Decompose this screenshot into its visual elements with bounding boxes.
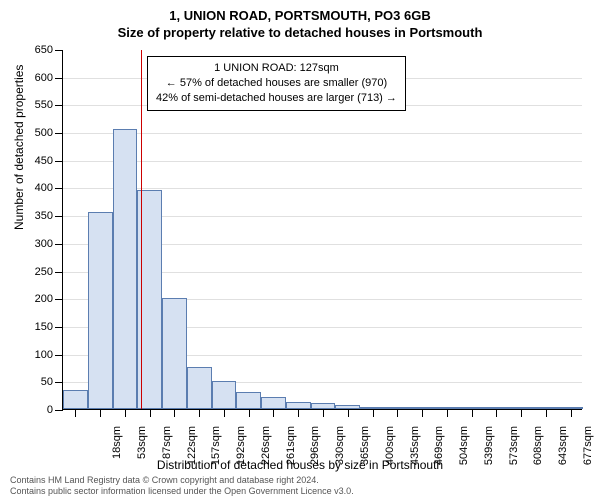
x-tick	[199, 409, 200, 417]
x-tick	[273, 409, 274, 417]
histogram-bar	[261, 397, 286, 409]
y-tick	[55, 244, 63, 245]
y-tick	[55, 272, 63, 273]
histogram-bar	[88, 212, 113, 409]
y-tick	[55, 410, 63, 411]
y-tick	[55, 382, 63, 383]
y-tick	[55, 299, 63, 300]
y-tick-label: 300	[35, 238, 53, 250]
x-tick	[422, 409, 423, 417]
x-tick	[521, 409, 522, 417]
histogram-bar	[236, 392, 261, 409]
x-tick	[298, 409, 299, 417]
chart-container: 1, UNION ROAD, PORTSMOUTH, PO3 6GB Size …	[0, 0, 600, 500]
x-tick	[496, 409, 497, 417]
y-tick-label: 100	[35, 349, 53, 361]
y-tick	[55, 327, 63, 328]
x-tick	[125, 409, 126, 417]
x-tick	[75, 409, 76, 417]
y-tick-label: 0	[47, 404, 53, 416]
y-tick	[55, 78, 63, 79]
x-tick	[373, 409, 374, 417]
footer-line2: Contains public sector information licen…	[10, 486, 354, 497]
annotation-line: 1 UNION ROAD: 127sqm	[156, 61, 397, 76]
y-tick-label: 650	[35, 44, 53, 56]
y-tick-label: 250	[35, 266, 53, 278]
x-tick	[249, 409, 250, 417]
histogram-bar	[286, 402, 311, 409]
x-tick	[174, 409, 175, 417]
footer-text: Contains HM Land Registry data © Crown c…	[10, 475, 354, 497]
y-tick	[55, 50, 63, 51]
x-tick	[472, 409, 473, 417]
x-tick	[571, 409, 572, 417]
y-tick	[55, 105, 63, 106]
histogram-bar	[63, 390, 88, 409]
histogram-bar	[162, 298, 187, 409]
y-tick	[55, 133, 63, 134]
histogram-bar	[113, 129, 138, 409]
x-tick	[348, 409, 349, 417]
footer-line1: Contains HM Land Registry data © Crown c…	[10, 475, 354, 486]
x-axis-title: Distribution of detached houses by size …	[0, 458, 600, 472]
y-tick-label: 600	[35, 72, 53, 84]
plot-area: 0501001502002503003504004505005506006501…	[62, 50, 582, 410]
y-tick	[55, 161, 63, 162]
y-tick-label: 400	[35, 182, 53, 194]
y-tick-label: 150	[35, 321, 53, 333]
x-tick	[150, 409, 151, 417]
y-axis-title: Number of detached properties	[12, 65, 26, 230]
annotation-line: ← 57% of detached houses are smaller (97…	[156, 76, 397, 91]
x-tick	[224, 409, 225, 417]
chart-subtitle: Size of property relative to detached ho…	[0, 23, 600, 40]
y-tick	[55, 355, 63, 356]
y-tick	[55, 188, 63, 189]
y-tick-label: 550	[35, 99, 53, 111]
y-tick-label: 450	[35, 155, 53, 167]
histogram-bar	[187, 367, 212, 409]
y-tick-label: 50	[41, 376, 53, 388]
histogram-bar	[212, 381, 237, 409]
x-tick	[546, 409, 547, 417]
chart-title: 1, UNION ROAD, PORTSMOUTH, PO3 6GB	[0, 0, 600, 23]
y-tick	[55, 216, 63, 217]
y-tick-label: 350	[35, 210, 53, 222]
x-tick	[397, 409, 398, 417]
reference-line	[141, 50, 142, 409]
annotation-box: 1 UNION ROAD: 127sqm← 57% of detached ho…	[147, 56, 406, 111]
x-tick	[447, 409, 448, 417]
x-tick	[100, 409, 101, 417]
y-tick-label: 500	[35, 127, 53, 139]
x-tick	[323, 409, 324, 417]
y-tick-label: 200	[35, 293, 53, 305]
annotation-line: 42% of semi-detached houses are larger (…	[156, 91, 397, 106]
